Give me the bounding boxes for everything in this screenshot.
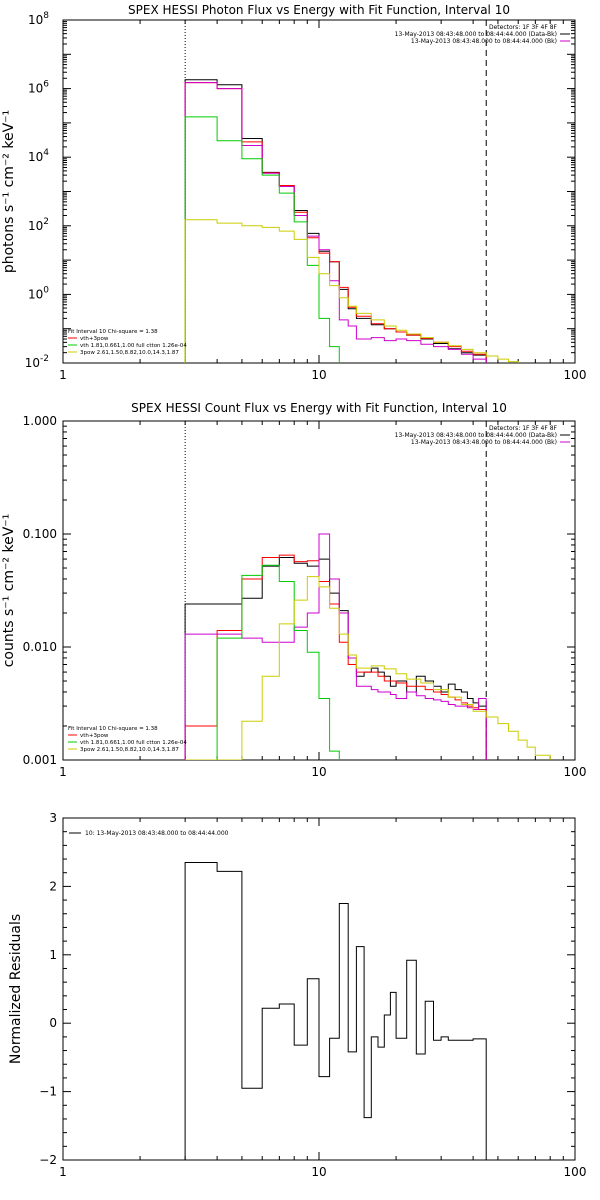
y-tick-base: 10 xyxy=(25,356,40,370)
legend-bl-entry: Fit Interval 10 Chi-square = 1.38 xyxy=(68,726,158,732)
y-tick-label: 104 xyxy=(28,148,49,164)
y-tick-label: 2 xyxy=(49,879,57,893)
y-tick-label: 0.010 xyxy=(23,640,57,654)
y-tick-exponent: 2 xyxy=(43,217,49,227)
series-line-3 xyxy=(184,116,340,363)
chart-title: SPEX HESSI Photon Flux vs Energy with Fi… xyxy=(128,3,510,17)
y-tick-label: 0.100 xyxy=(23,527,57,541)
series-line-1 xyxy=(184,554,487,760)
y-tick-label: 108 xyxy=(28,11,49,27)
legend-bl-entry: vth 1.81,0.661,1.00 full ctton 1.26e-04 xyxy=(80,343,187,349)
series-line-4 xyxy=(185,576,551,760)
legend-tr-entry: Detectors: 1F 3F 4F 8F xyxy=(489,24,558,31)
y-tick-exponent: 8 xyxy=(43,11,49,21)
count-flux-panel: SPEX HESSI Count Flux vs Energy with Fit… xyxy=(1,401,586,779)
legend-tr-entry: Detectors: 1F 3F 4F 8F xyxy=(489,425,558,432)
legend-tl-entry: 10: 13-May-2013 08:43:48.000 to 08:44:44… xyxy=(85,830,229,837)
photon-flux-panel: SPEX HESSI Photon Flux vs Energy with Fi… xyxy=(1,3,586,382)
legend-bl-entry: vth 1.81,0.661,1.00 full ctton 1.26e-04 xyxy=(80,740,187,746)
legend-tr-entry: 13-May-2013 08:43:48.000 to 08:44:44.000… xyxy=(395,432,557,439)
y-tick-label: 1.000 xyxy=(23,414,57,428)
series-line-4 xyxy=(184,219,519,363)
y-tick-base: 10 xyxy=(28,13,43,27)
y-tick-exponent: -2 xyxy=(40,354,49,364)
series-line-0 xyxy=(184,557,487,760)
y-tick-exponent: 4 xyxy=(43,148,49,158)
y-tick-label: 3 xyxy=(49,811,57,825)
chart-title: SPEX HESSI Count Flux vs Energy with Fit… xyxy=(131,401,507,415)
y-axis-label: counts s⁻¹ cm⁻² keV⁻¹ xyxy=(1,514,17,668)
y-tick-label: 10-2 xyxy=(25,354,49,370)
legend-bl-entry: Fit Interval 10 Chi-square = 1.38 xyxy=(68,329,158,335)
y-tick-base: 10 xyxy=(28,82,43,96)
y-tick-base: 10 xyxy=(28,287,43,301)
series-line-2 xyxy=(184,82,487,363)
y-tick-label: −1 xyxy=(39,1085,57,1099)
y-tick-label: 1 xyxy=(49,948,57,962)
residuals-panel: 1 10 100 −2 −1 0 1 2 3 Normalized Residuals 10: 13… xyxy=(8,811,586,1179)
legend-bl-entry: vth+3pow xyxy=(80,733,109,739)
y-tick-base: 10 xyxy=(28,219,43,233)
y-tick-label: 102 xyxy=(28,217,49,233)
y-axis-label: Normalized Residuals xyxy=(8,914,24,1064)
x-tick-label: 100 xyxy=(564,765,587,779)
y-tick-base: 10 xyxy=(28,150,43,164)
y-tick-exponent: 0 xyxy=(43,285,49,295)
legend-bl-entry: vth+3pow xyxy=(80,336,109,342)
x-tick-label: 10 xyxy=(311,368,326,382)
x-tick-label: 1 xyxy=(59,368,67,382)
y-tick-label: 100 xyxy=(28,285,49,301)
y-axis-label: photons s⁻¹ cm⁻² keV⁻¹ xyxy=(1,110,17,273)
x-tick-label: 1 xyxy=(59,765,67,779)
series-line-0 xyxy=(184,862,487,1160)
y-tick-label: 0.001 xyxy=(23,753,57,767)
legend-tr-entry: 13-May-2013 08:43:48.000 to 08:44:44.000… xyxy=(395,31,557,38)
x-tick-label: 100 xyxy=(564,368,587,382)
x-tick-label: 100 xyxy=(564,1165,587,1179)
y-tick-label: 0 xyxy=(49,1016,57,1030)
legend-bl-entry: 3pow 2.61,1.50,8.82,10.0,14.3,1.87 xyxy=(80,350,179,356)
legend-bl-entry: 3pow 2.61,1.50,8.82,10.0,14.3,1.87 xyxy=(80,747,179,753)
x-tick-label: 1 xyxy=(59,1165,67,1179)
series-line-0 xyxy=(184,79,487,363)
y-tick-exponent: 6 xyxy=(43,80,49,90)
x-tick-label: 10 xyxy=(311,765,326,779)
legend-tr-entry: 13-May-2013 08:43:48.000 to 08:44:44.000… xyxy=(411,439,557,446)
series-line-2 xyxy=(184,533,487,760)
legend-tr-entry: 13-May-2013 08:43:48.000 to 08:44:44.000… xyxy=(411,38,557,45)
series-line-3 xyxy=(216,564,340,760)
x-tick-label: 10 xyxy=(311,1165,326,1179)
y-tick-label: −2 xyxy=(39,1153,57,1167)
y-tick-label: 106 xyxy=(28,80,49,96)
